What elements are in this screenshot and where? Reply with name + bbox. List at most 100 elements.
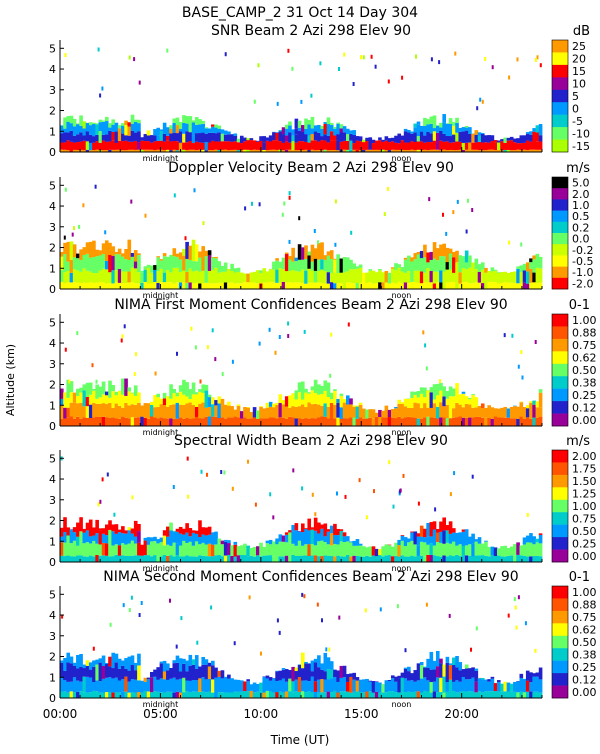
heatmap-cell (250, 282, 254, 289)
heatmap-speck (244, 206, 246, 210)
heatmap-cell (169, 405, 173, 418)
heatmap-cell (92, 403, 96, 418)
heatmap-cell (60, 270, 64, 282)
heatmap-speck (520, 243, 522, 247)
heatmap-cell (266, 141, 270, 150)
heatmap-cell (153, 407, 157, 417)
heatmap-cell (198, 537, 202, 544)
heatmap-cell (516, 269, 520, 283)
heatmap-cell (420, 679, 424, 693)
heatmap-cell (214, 400, 218, 405)
heatmap-cell (262, 677, 266, 693)
heatmap-cell (471, 534, 475, 544)
heatmap-cell (487, 135, 491, 143)
heatmap-cell (397, 540, 401, 545)
heatmap-cell (111, 546, 115, 557)
heatmap-cell (195, 417, 199, 426)
heatmap-cell (523, 283, 527, 289)
heatmap-cell (446, 663, 450, 682)
heatmap-cell (426, 253, 430, 263)
heatmap-speck (484, 57, 486, 61)
heatmap-cell (153, 670, 157, 677)
heatmap-cell (442, 693, 446, 698)
heatmap-cell (134, 405, 138, 418)
heatmap-cell (407, 538, 411, 542)
heatmap-cell (169, 668, 173, 679)
colorbar-label: 0.88 (572, 327, 597, 340)
heatmap-cell (89, 418, 93, 426)
heatmap-cell (336, 124, 340, 134)
heatmap-cell (516, 542, 520, 555)
heatmap-cell (410, 692, 414, 698)
colorbar-swatch (552, 414, 568, 427)
heatmap-cell (352, 407, 356, 418)
heatmap-cell (500, 272, 504, 283)
y-tick-label: 0 (49, 283, 56, 296)
heatmap-cell (410, 556, 414, 562)
heatmap-cell (160, 129, 164, 131)
panel-title: NIMA Second Moment Confidences Beam 2 Az… (103, 569, 518, 585)
heatmap-cell (340, 529, 344, 531)
heatmap-cell (105, 117, 109, 121)
heatmap-cell (320, 670, 324, 679)
heatmap-cell (304, 680, 308, 692)
heatmap-cell (378, 140, 382, 150)
heatmap-cell (452, 252, 456, 257)
colorbar-swatch (552, 40, 568, 53)
heatmap-cell (282, 670, 286, 679)
heatmap-cell (269, 407, 273, 418)
heatmap-cell (378, 137, 382, 140)
colorbar: 1.000.880.750.620.500.380.250.120.00 (552, 586, 597, 699)
heatmap-cell (465, 128, 469, 131)
heatmap-cell (288, 556, 292, 562)
colorbar-swatch (552, 500, 568, 513)
heatmap-cell (172, 284, 176, 289)
heatmap-cell (86, 141, 90, 150)
heatmap-cell (134, 133, 138, 141)
heatmap-cell (343, 557, 347, 562)
panel-title: NIMA First Moment Confidences Beam 2 Azi… (114, 297, 507, 313)
heatmap-cell (214, 555, 218, 562)
heatmap-cell (381, 272, 385, 282)
heatmap-speck (68, 379, 70, 383)
heatmap-cell (108, 398, 112, 403)
heatmap-cell (172, 419, 176, 426)
heatmap-speck (348, 323, 350, 327)
heatmap-cell (275, 141, 279, 150)
heatmap-cell (323, 271, 327, 283)
heatmap-cell (491, 135, 495, 141)
heatmap-cell (118, 532, 122, 545)
heatmap-cell (487, 556, 491, 562)
colorbar-label: 0.75 (572, 611, 597, 624)
heatmap-cell (526, 681, 530, 692)
heatmap-cell (192, 240, 196, 261)
heatmap-cell (127, 240, 131, 260)
heatmap-cell (256, 419, 260, 426)
heatmap-cell (176, 532, 180, 543)
heatmap-cell (343, 691, 347, 698)
heatmap-cell (127, 136, 131, 142)
heatmap-cell (163, 142, 167, 151)
heatmap-cell (66, 398, 70, 408)
heatmap-cell (320, 394, 324, 406)
heatmap-cell (70, 543, 74, 556)
heatmap-speck (139, 613, 141, 617)
heatmap-cell (60, 389, 64, 399)
heatmap-cell (471, 395, 475, 408)
heatmap-cell (192, 659, 196, 664)
heatmap-cell (381, 546, 385, 556)
heatmap-cell (343, 399, 347, 403)
heatmap-cell (423, 282, 427, 289)
heatmap-cell (172, 123, 176, 133)
heatmap-speck (303, 594, 305, 598)
heatmap-speck (287, 49, 289, 53)
heatmap-cell (230, 282, 234, 289)
heatmap-cell (352, 130, 356, 135)
heatmap-cell (449, 124, 453, 136)
heatmap-cell (404, 537, 408, 546)
heatmap-cell (413, 282, 417, 289)
y-tick-label: 3 (49, 84, 56, 97)
heatmap-cell (243, 407, 247, 417)
heatmap-cell (475, 282, 479, 289)
heatmap-cell (176, 141, 180, 150)
